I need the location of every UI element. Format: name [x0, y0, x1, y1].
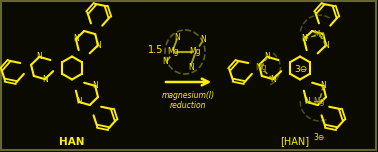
Text: magnesium(I): magnesium(I) — [161, 90, 215, 100]
Text: N: N — [37, 52, 42, 61]
Text: Mg: Mg — [189, 47, 201, 57]
Text: N: N — [188, 62, 194, 71]
Text: N: N — [95, 41, 101, 50]
Text: N: N — [162, 57, 168, 67]
Text: Mg: Mg — [256, 64, 267, 73]
Text: N: N — [174, 33, 180, 41]
Text: Mg: Mg — [314, 30, 325, 39]
Text: HAN: HAN — [59, 137, 85, 147]
Text: N: N — [301, 35, 307, 43]
Text: Mg: Mg — [167, 47, 179, 57]
Text: Mg: Mg — [314, 97, 325, 106]
Text: N: N — [76, 97, 82, 106]
Text: 3⊖: 3⊖ — [294, 64, 308, 74]
Text: [HAN]: [HAN] — [280, 136, 310, 146]
Text: N: N — [265, 52, 270, 61]
Text: N: N — [73, 35, 79, 43]
Text: N: N — [42, 75, 48, 84]
Text: N: N — [323, 41, 329, 50]
Text: N: N — [320, 81, 326, 90]
Text: N: N — [92, 81, 98, 90]
Text: 3⊖: 3⊖ — [313, 133, 324, 142]
Text: reduction: reduction — [170, 102, 206, 111]
Text: N: N — [304, 97, 310, 106]
Text: N: N — [200, 36, 206, 45]
Text: N: N — [270, 75, 276, 84]
Text: 1.5: 1.5 — [148, 45, 164, 55]
